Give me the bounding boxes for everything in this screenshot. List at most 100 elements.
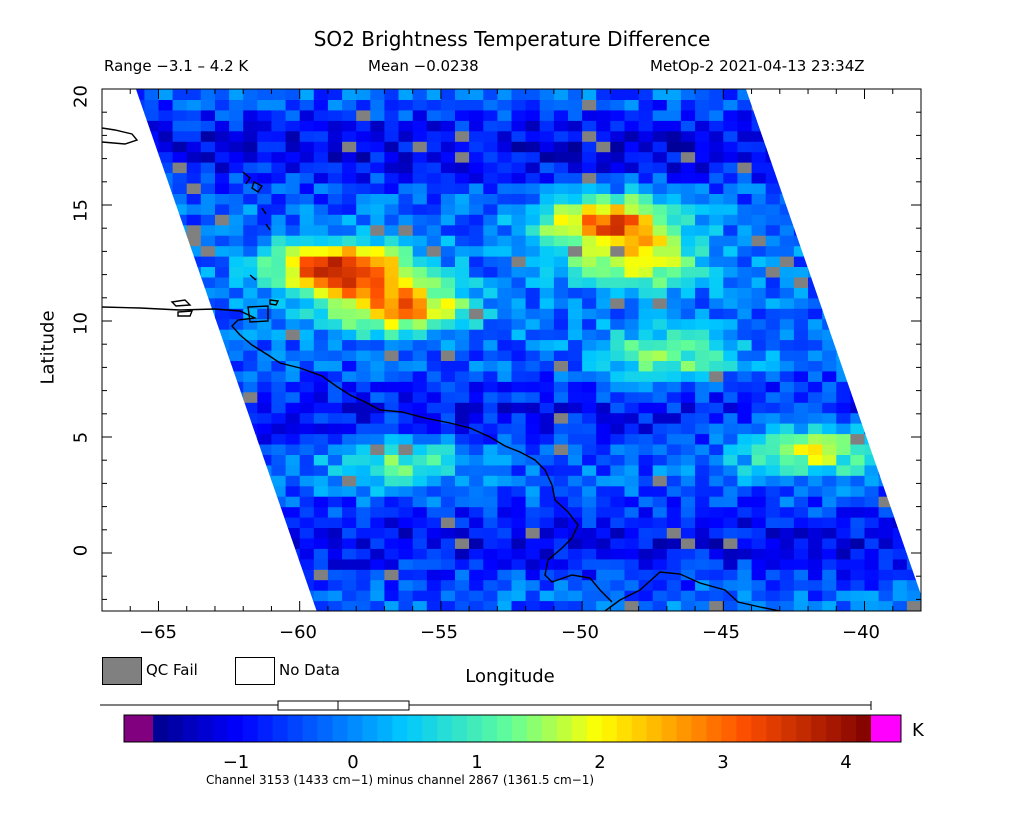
- swath-cell: [652, 548, 668, 560]
- swath-cell: [525, 600, 541, 611]
- swath-cell: [186, 89, 202, 90]
- swath-cell: [215, 224, 230, 236]
- swath-cell: [243, 569, 258, 581]
- swath-cell: [186, 423, 202, 435]
- swath-cell: [342, 183, 357, 194]
- swath-cell: [412, 600, 428, 611]
- swath-cell: [384, 412, 400, 424]
- swath-cell: [709, 141, 724, 153]
- swath-cell: [525, 370, 541, 382]
- swath-cell: [864, 423, 880, 435]
- swath-cell: [836, 130, 851, 142]
- swath-cell: [483, 151, 498, 163]
- swath-cell: [342, 527, 357, 539]
- y-tick-label: 15: [70, 199, 92, 222]
- swath-cell: [102, 601, 117, 612]
- swath-cell: [426, 183, 442, 194]
- swath-cell: [610, 297, 625, 309]
- swath-cell: [313, 120, 329, 132]
- swath-cell: [793, 318, 809, 330]
- swath-cell: [568, 245, 583, 257]
- swath-cell: [864, 183, 880, 194]
- swath-cell: [285, 590, 301, 602]
- swath-cell: [610, 391, 625, 403]
- swath-cell: [398, 506, 414, 518]
- swath-cell: [144, 287, 160, 299]
- swath-cell: [229, 412, 244, 424]
- swath-cell: [102, 360, 117, 371]
- swath-cell: [426, 214, 442, 226]
- swath-cell: [426, 256, 442, 267]
- swath-cell: [666, 590, 682, 602]
- swath-cell: [906, 329, 921, 341]
- swath-cell: [426, 391, 442, 403]
- swath-cell: [469, 89, 484, 100]
- swath-cell: [808, 464, 823, 476]
- swath-cell: [497, 454, 513, 466]
- swath-cell: [257, 579, 272, 591]
- swath-cell: [483, 214, 498, 226]
- swath-cell: [229, 214, 244, 226]
- swath-cell: [271, 381, 287, 393]
- colorbar-over: [871, 715, 901, 742]
- swath-cell: [511, 89, 527, 90]
- swath-cell: [511, 412, 527, 424]
- swath-cell: [836, 245, 851, 257]
- swath-cell: [652, 120, 668, 132]
- swath-cell: [751, 391, 767, 403]
- swath-cell: [229, 89, 244, 90]
- swath-cell: [511, 537, 527, 549]
- swath-cell: [483, 297, 498, 309]
- swath-cell: [313, 318, 329, 330]
- swath-cell: [511, 360, 527, 372]
- swath-cell: [356, 297, 371, 309]
- swath-cell: [808, 141, 823, 153]
- swath-cell: [271, 485, 287, 497]
- swath-cell: [610, 412, 625, 424]
- swath-cell: [455, 527, 470, 539]
- swath-cell: [257, 590, 272, 602]
- swath-cell: [836, 318, 851, 330]
- swath-cell: [243, 423, 258, 435]
- swath-cell: [327, 537, 343, 549]
- swath-cell: [186, 276, 202, 288]
- swath-cell: [412, 193, 428, 205]
- swath-cell: [765, 162, 781, 174]
- swath-cell: [793, 297, 809, 309]
- swath-cell: [751, 193, 767, 205]
- swath-cell: [370, 527, 385, 539]
- swath-cell: [610, 245, 625, 257]
- swath-cell: [878, 193, 894, 205]
- swath-cell: [553, 183, 569, 194]
- swath-cell: [624, 391, 640, 403]
- swath-cell: [822, 89, 837, 90]
- swath-cell: [426, 423, 442, 435]
- swath-cell: [116, 371, 131, 382]
- swath-cell: [144, 235, 160, 247]
- swath-cell: [299, 308, 315, 320]
- swath-cell: [200, 370, 216, 382]
- swath-cell: [553, 287, 569, 299]
- swath-cell: [737, 433, 753, 445]
- swath-cell: [666, 329, 682, 341]
- swath-cell: [836, 141, 851, 153]
- swath-cell: [751, 579, 767, 591]
- swath-cell: [511, 297, 527, 309]
- swath-cell: [737, 412, 753, 424]
- swath-cell: [497, 276, 513, 288]
- swath-cell: [313, 339, 329, 351]
- swath-cell: [144, 548, 160, 560]
- swath-cell: [793, 224, 809, 236]
- swath-cell: [836, 433, 851, 445]
- swath-cell: [299, 266, 315, 278]
- swath-cell: [822, 183, 837, 194]
- swath-cell: [638, 297, 654, 309]
- swath-cell: [257, 370, 272, 382]
- swath-cell: [596, 287, 611, 299]
- swath-cell: [455, 99, 470, 111]
- swath-cell: [116, 528, 131, 539]
- swath-cell: [808, 89, 823, 100]
- swath-cell: [440, 370, 456, 382]
- swath-cell: [568, 402, 583, 414]
- swath-cell: [878, 266, 894, 278]
